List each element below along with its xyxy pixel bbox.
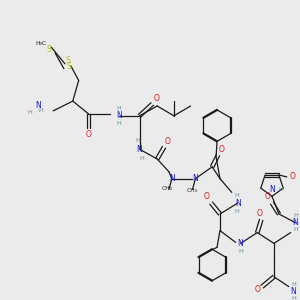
Text: N: N: [238, 239, 244, 248]
Text: H: H: [27, 110, 32, 116]
Text: O: O: [153, 94, 159, 103]
Text: N: N: [293, 218, 298, 227]
Text: O: O: [290, 172, 296, 182]
Text: O: O: [256, 209, 262, 218]
Text: H: H: [234, 208, 239, 214]
Text: H: H: [293, 213, 298, 218]
Text: N: N: [136, 145, 142, 154]
Text: H: H: [135, 138, 140, 143]
Text: N: N: [269, 185, 275, 194]
Text: H: H: [238, 249, 243, 254]
Text: N: N: [169, 174, 175, 183]
Text: H: H: [116, 106, 121, 111]
Text: S: S: [47, 45, 52, 54]
Text: O: O: [264, 192, 270, 201]
Text: O: O: [85, 130, 91, 139]
Text: H: H: [234, 193, 239, 198]
Text: N: N: [291, 287, 296, 296]
Text: O: O: [165, 137, 171, 146]
Text: H: H: [293, 227, 298, 232]
Text: N: N: [235, 199, 241, 208]
Text: CH₃: CH₃: [187, 188, 198, 193]
Text: O: O: [219, 145, 225, 154]
Text: H: H: [291, 296, 296, 300]
Text: N: N: [35, 100, 41, 109]
Text: H: H: [39, 108, 43, 113]
Text: H: H: [139, 155, 144, 160]
Text: S: S: [67, 62, 71, 71]
Text: O: O: [254, 285, 260, 294]
Text: H₃C: H₃C: [36, 41, 47, 46]
Text: H: H: [291, 282, 296, 287]
Text: S: S: [65, 56, 70, 65]
Text: N: N: [116, 111, 122, 120]
Text: O: O: [203, 192, 209, 201]
Text: H: H: [278, 187, 283, 192]
Text: CH₃: CH₃: [161, 186, 172, 191]
Text: N: N: [193, 174, 198, 183]
Text: H: H: [116, 121, 121, 126]
